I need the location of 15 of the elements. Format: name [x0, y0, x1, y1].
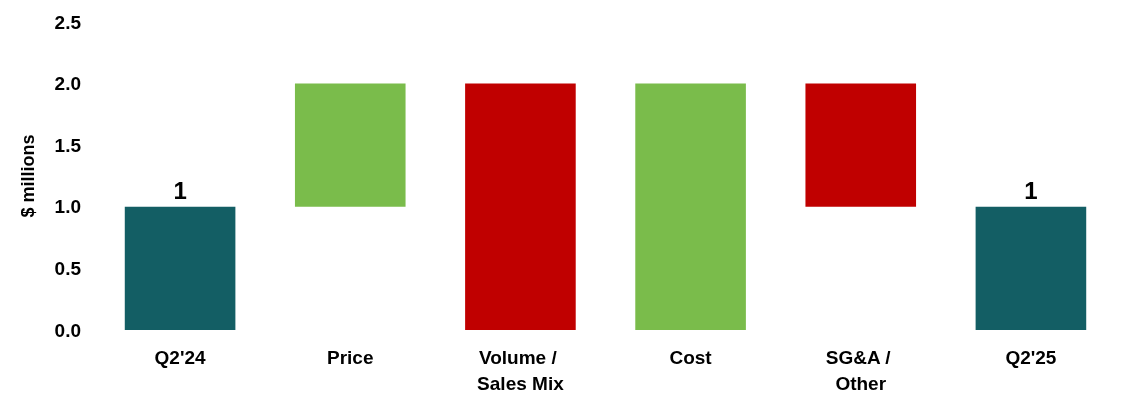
- x-tick-label: Cost: [669, 346, 713, 368]
- y-axis-title: $ millions: [18, 134, 38, 218]
- data-label: 1: [173, 177, 187, 205]
- x-tick-label: SG&A / Other: [825, 346, 896, 394]
- y-tick-label: 0.5: [54, 257, 82, 279]
- x-tick-label: Volume / Sales Mix: [477, 346, 565, 394]
- y-tick-label: 1.5: [54, 134, 82, 156]
- y-tick-label: 2.5: [54, 11, 82, 33]
- data-label: 1: [1024, 177, 1038, 205]
- y-tick-label: 0.0: [54, 319, 81, 341]
- x-tick-label: Q2'24: [154, 346, 207, 368]
- y-tick-label: 1.0: [54, 196, 81, 218]
- x-tick-label: Price: [327, 346, 374, 368]
- x-tick-label: Q2'25: [1005, 346, 1057, 368]
- y-tick-label: 2.0: [54, 73, 81, 95]
